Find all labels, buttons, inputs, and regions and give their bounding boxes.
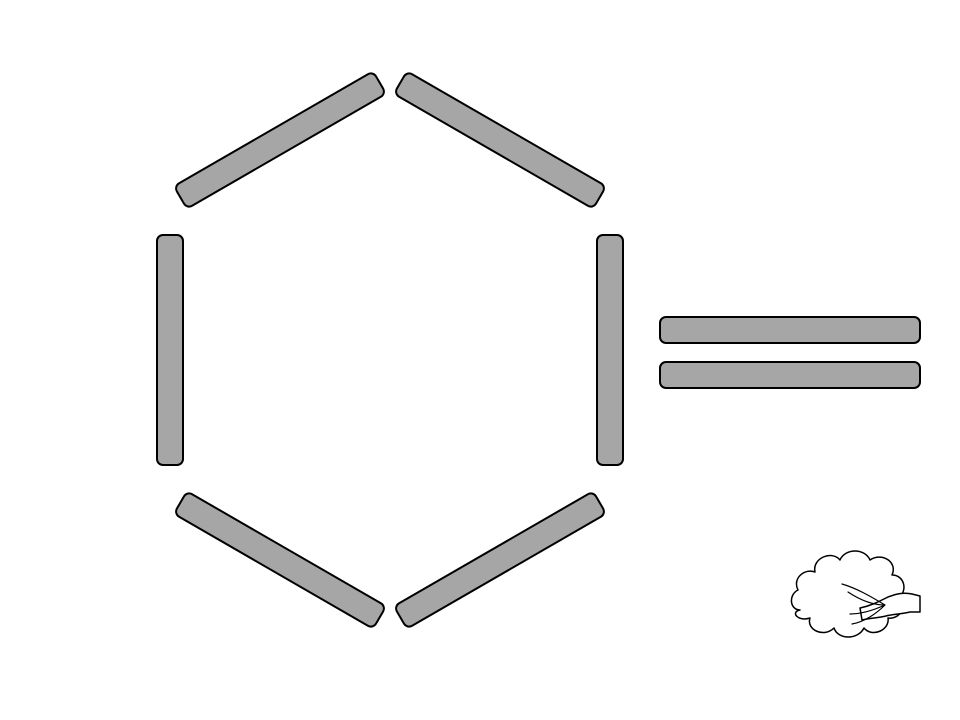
- stick-hex-bottom-left: [174, 491, 386, 629]
- stick-hex-top-right: [394, 71, 606, 209]
- stick-hex-left: [157, 235, 183, 465]
- stick-equals-top: [660, 317, 920, 343]
- stick-hex-right: [597, 235, 623, 465]
- diagram-canvas: [0, 0, 960, 720]
- stick-hex-top-left: [174, 71, 386, 209]
- tree-icon: [791, 551, 920, 637]
- stick-hex-bottom-right: [394, 491, 606, 629]
- stick-equals-bottom: [660, 362, 920, 388]
